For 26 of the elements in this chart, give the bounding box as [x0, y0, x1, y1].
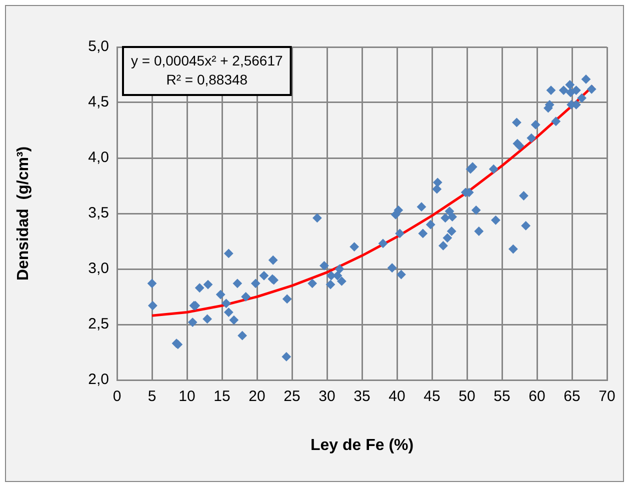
y-tick-label: 4,0 [88, 149, 109, 166]
x-tick-label: 0 [112, 388, 122, 406]
y-tick-label: 4,5 [88, 94, 109, 111]
x-tick-label: 50 [458, 388, 476, 406]
x-tick-label: 45 [424, 388, 440, 406]
annotation: R² = 0,88348 [166, 71, 248, 88]
y-tick-label: 5,0 [88, 38, 109, 56]
x-tick-label: 20 [248, 388, 266, 406]
y-tick-label: 2,5 [88, 316, 109, 333]
x-tick-label: 60 [528, 388, 546, 406]
y-tick-label: 3,5 [88, 204, 109, 222]
x-tick-label: 55 [494, 388, 510, 406]
x-tick-label: 30 [318, 388, 336, 406]
x-tick-label: 40 [388, 388, 406, 406]
y-axis-title: Densidad (g/cm³) [15, 146, 32, 281]
x-tick-label: 70 [598, 388, 616, 406]
x-tick-label: 5 [148, 388, 156, 406]
y-tick-label: 2,0 [88, 371, 109, 388]
x-tick-label: 65 [564, 388, 580, 406]
x-tick-label: 15 [214, 388, 230, 406]
x-axis-title: Ley de Fe (%) [310, 436, 414, 454]
x-tick-label: 25 [284, 388, 300, 406]
x-tick-label: 10 [178, 388, 196, 406]
x-tick-label: 35 [354, 388, 370, 406]
annotation: y = 0,00045x² + 2,56617 [130, 52, 283, 68]
y-tick-label: 3,0 [88, 260, 109, 278]
